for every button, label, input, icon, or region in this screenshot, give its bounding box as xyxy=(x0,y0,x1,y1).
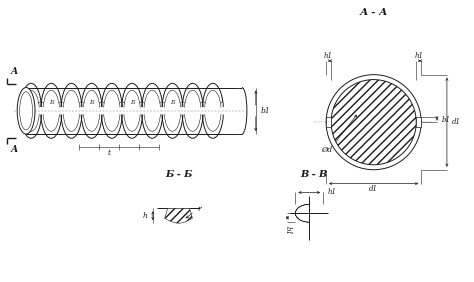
Text: А - А: А - А xyxy=(359,8,388,17)
Text: d1: d1 xyxy=(452,118,461,126)
Ellipse shape xyxy=(17,87,35,134)
Text: Б - Б: Б - Б xyxy=(165,170,192,179)
Text: А: А xyxy=(10,67,18,76)
Text: b1: b1 xyxy=(283,226,292,235)
Text: Б: Б xyxy=(130,100,134,105)
Text: r: r xyxy=(197,205,201,213)
Bar xyxy=(326,117,331,127)
Text: d1: d1 xyxy=(369,184,378,193)
Text: Б: Б xyxy=(89,100,94,105)
Text: h1: h1 xyxy=(324,52,333,60)
Circle shape xyxy=(326,75,421,170)
Text: В - В: В - В xyxy=(301,170,328,179)
Polygon shape xyxy=(165,208,192,223)
Text: b1: b1 xyxy=(261,107,271,115)
Bar xyxy=(416,117,421,127)
Text: Б: Б xyxy=(170,100,175,105)
Text: b1: b1 xyxy=(442,116,451,124)
Circle shape xyxy=(331,80,416,165)
Text: Ød: Ød xyxy=(321,146,333,154)
Text: h: h xyxy=(143,212,148,220)
Text: t: t xyxy=(107,149,110,157)
Text: А: А xyxy=(10,146,18,155)
Text: Б: Б xyxy=(49,100,54,105)
Text: h1: h1 xyxy=(414,52,423,60)
Text: h1: h1 xyxy=(328,188,337,197)
Polygon shape xyxy=(295,204,309,222)
